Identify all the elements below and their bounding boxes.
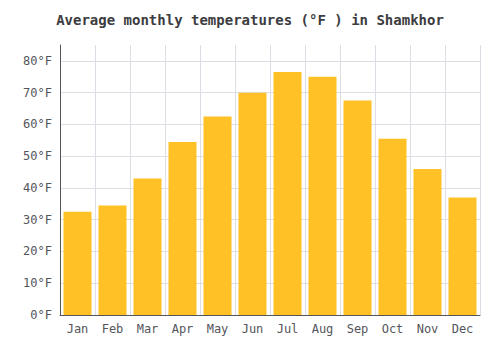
svg-text:50°F: 50°F [23, 149, 52, 163]
svg-text:40°F: 40°F [23, 181, 52, 195]
svg-text:Feb: Feb [102, 322, 124, 336]
svg-text:Average monthly temperatures (: Average monthly temperatures (°F ) in Sh… [56, 12, 444, 28]
svg-text:Aug: Aug [312, 322, 334, 336]
svg-text:0°F: 0°F [30, 308, 52, 322]
svg-text:Dec: Dec [452, 322, 474, 336]
svg-text:70°F: 70°F [23, 86, 52, 100]
svg-text:Jan: Jan [67, 322, 89, 336]
svg-text:10°F: 10°F [23, 276, 52, 290]
svg-text:Apr: Apr [172, 322, 194, 336]
svg-text:Jul: Jul [277, 322, 299, 336]
svg-text:Oct: Oct [382, 322, 404, 336]
svg-text:Mar: Mar [137, 322, 159, 336]
svg-text:May: May [207, 322, 229, 336]
svg-text:Sep: Sep [347, 322, 369, 336]
svg-text:20°F: 20°F [23, 244, 52, 258]
svg-text:Nov: Nov [417, 322, 439, 336]
svg-text:Jun: Jun [242, 322, 264, 336]
svg-text:80°F: 80°F [23, 54, 52, 68]
svg-text:30°F: 30°F [23, 213, 52, 227]
svg-text:60°F: 60°F [23, 117, 52, 131]
